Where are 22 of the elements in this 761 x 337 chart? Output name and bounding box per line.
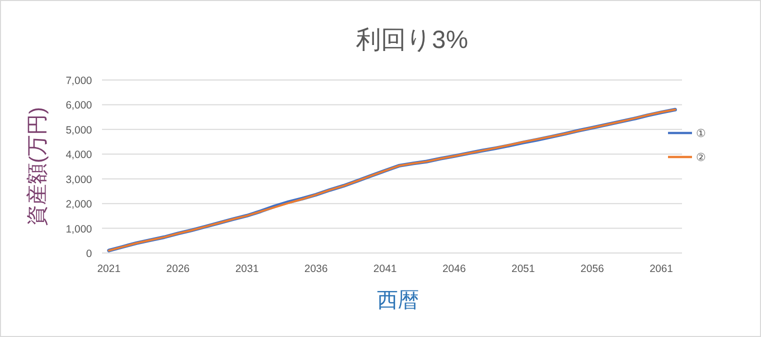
y-tick-label: 4,000 — [66, 149, 92, 162]
x-tick-label: 2026 — [166, 263, 190, 275]
y-tick-label: 6,000 — [66, 100, 92, 112]
y-tick-label: 0 — [86, 248, 92, 260]
x-tick-label: 2036 — [304, 263, 328, 275]
y-tick-label: 7,000 — [66, 75, 92, 87]
x-tick-label: 2041 — [373, 263, 397, 275]
legend-label: ② — [696, 152, 706, 164]
x-tick-label: 2051 — [512, 263, 536, 275]
x-tick-label: 2056 — [580, 263, 604, 275]
y-axis-title: 資産額(万円) — [26, 107, 49, 226]
y-tick-label: 5,000 — [66, 124, 92, 136]
y-tick-label: 2,000 — [66, 198, 92, 211]
x-tick-label: 2061 — [650, 263, 674, 275]
chart-title: 利回り3% — [356, 26, 468, 54]
legend-label: ① — [696, 128, 706, 140]
x-tick-label: 2021 — [97, 263, 121, 275]
y-tick-label: 3,000 — [66, 174, 92, 186]
y-tick-label: 1,000 — [66, 223, 92, 236]
x-tick-label: 2046 — [442, 263, 466, 275]
x-axis-title: 西暦 — [377, 289, 419, 312]
x-tick-label: 2031 — [235, 263, 259, 275]
